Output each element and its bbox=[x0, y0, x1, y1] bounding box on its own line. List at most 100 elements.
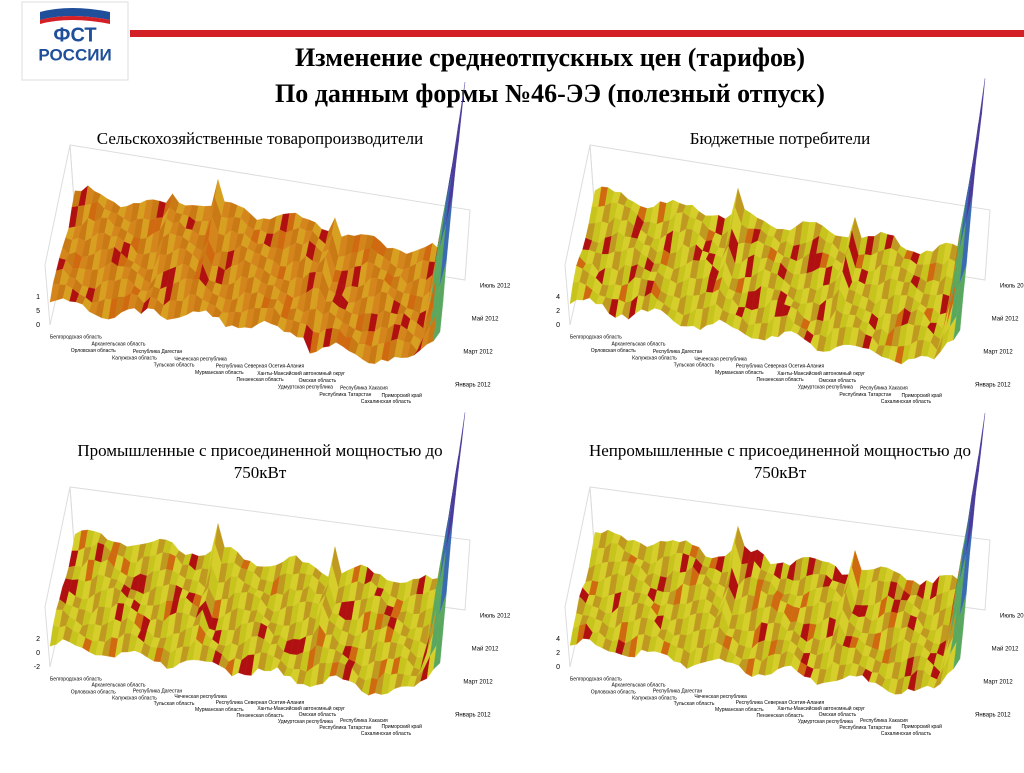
region-label: Орловская область bbox=[591, 348, 636, 354]
header-bar bbox=[130, 30, 1024, 37]
month-label: Июль 2012 bbox=[1000, 284, 1024, 290]
slide-title: По данным формы №46-ЭЭ (полезный отпуск) bbox=[275, 79, 825, 108]
region-label: Республика Хакасия bbox=[860, 718, 908, 724]
logo-flag bbox=[40, 16, 110, 24]
region-label: Мурманская область bbox=[715, 370, 764, 376]
panel: Промышленные с присоединенной мощностью … bbox=[34, 412, 511, 737]
region-label: Республика Северная Осетия-Алания bbox=[216, 700, 305, 706]
region-label: Удмуртская республика bbox=[798, 719, 853, 725]
month-label: Май 2012 bbox=[472, 316, 499, 323]
logo-text: РОССИИ bbox=[38, 45, 111, 64]
month-label: Июль 2012 bbox=[480, 284, 511, 290]
panel-title: Сельскохозяйственные товаропроизводители bbox=[97, 129, 423, 148]
slide-title: Изменение среднеотпускных цен (тарифов) bbox=[295, 43, 805, 72]
z-tick-label: 0 bbox=[36, 322, 40, 329]
region-label: Удмуртская республика bbox=[798, 385, 853, 391]
region-label: Омская область bbox=[299, 378, 337, 384]
region-label: Пензенская область bbox=[236, 713, 283, 719]
logo-flag bbox=[40, 8, 110, 20]
region-label: Республика Хакасия bbox=[340, 386, 388, 392]
region-label: Тульская область bbox=[154, 363, 195, 369]
month-label: Январь 2012 bbox=[455, 713, 491, 719]
region-label: Орловская область bbox=[71, 348, 116, 354]
region-label: Орловская область bbox=[71, 689, 116, 695]
region-label: Белгородская область bbox=[570, 334, 622, 340]
region-label: Республика Северная Осетия-Алания bbox=[736, 700, 825, 706]
region-label: Мурманская область bbox=[195, 370, 244, 376]
month-label: Март 2012 bbox=[983, 350, 1013, 356]
region-label: Ханты-Мансийский автономный округ bbox=[257, 705, 345, 712]
region-label: Калужская область bbox=[632, 695, 677, 701]
region-label: Калужская область bbox=[112, 695, 157, 701]
region-label: Чеченская республика bbox=[174, 694, 227, 700]
region-label: Пензенская область bbox=[756, 377, 803, 383]
region-label: Сахалинская область bbox=[361, 399, 412, 405]
surface-cell bbox=[953, 296, 964, 341]
panel-title: Промышленные с присоединенной мощностью … bbox=[77, 441, 442, 482]
surface-cell bbox=[953, 629, 964, 669]
region-label: Чеченская республика bbox=[174, 356, 227, 362]
region-label: Белгородская область bbox=[50, 676, 102, 682]
region-label: Тульская область bbox=[674, 701, 715, 707]
z-tick-label: 1 bbox=[36, 294, 40, 301]
region-label: Республика Дагестан bbox=[133, 349, 183, 355]
region-label: Ханты-Мансийский автономный округ bbox=[257, 370, 345, 377]
z-tick-label: 2 bbox=[36, 636, 40, 643]
month-label: Май 2012 bbox=[472, 646, 499, 653]
region-label: Архангельская область bbox=[91, 342, 145, 348]
region-label: Сахалинская область bbox=[361, 731, 412, 737]
region-label: Удмуртская республика bbox=[278, 385, 333, 391]
z-tick-label: 2 bbox=[556, 650, 560, 657]
region-label: Белгородская область bbox=[50, 334, 102, 340]
region-label: Чеченская республика bbox=[694, 356, 747, 362]
z-tick-label: 2 bbox=[556, 308, 560, 315]
region-label: Республика Дагестан bbox=[133, 688, 183, 694]
month-label: Май 2012 bbox=[992, 316, 1019, 323]
z-tick-label: 0 bbox=[556, 322, 560, 329]
month-label: Январь 2012 bbox=[455, 383, 491, 389]
panel-title: Непромышленные с присоединенной мощность… bbox=[589, 441, 971, 482]
region-label: Тульская область bbox=[674, 363, 715, 369]
z-tick-label: 5 bbox=[36, 308, 40, 315]
z-tick-label: 0 bbox=[36, 650, 40, 657]
region-label: Сахалинская область bbox=[881, 399, 932, 405]
surface-cell bbox=[433, 300, 444, 342]
region-label: Омская область bbox=[819, 712, 857, 718]
region-label: Архангельская область bbox=[611, 682, 665, 688]
region-label: Калужская область bbox=[112, 355, 157, 361]
region-label: Республика Татарстан bbox=[839, 725, 891, 731]
region-label: Пензенская область bbox=[756, 713, 803, 719]
month-label: Май 2012 bbox=[992, 646, 1019, 653]
region-label: Республика Северная Осетия-Алания bbox=[216, 364, 305, 370]
region-label: Республика Татарстан bbox=[319, 392, 371, 398]
region-label: Пензенская область bbox=[236, 377, 283, 383]
region-label: Мурманская область bbox=[195, 707, 244, 713]
panel: Непромышленные с присоединенной мощность… bbox=[556, 413, 1024, 737]
region-label: Республика Хакасия bbox=[340, 718, 388, 724]
panel: Бюджетные потребители 0 2 4 Белгородская обл… bbox=[556, 78, 1024, 405]
region-label: Архангельская область bbox=[611, 342, 665, 348]
region-label: Орловская область bbox=[591, 689, 636, 695]
z-tick-label: -2 bbox=[34, 664, 40, 671]
region-label: Республика Хакасия bbox=[860, 386, 908, 392]
region-label: Приморский край bbox=[902, 723, 943, 730]
month-label: Июль 2012 bbox=[480, 614, 511, 620]
panel-title: Бюджетные потребители bbox=[690, 129, 870, 148]
z-tick-label: 0 bbox=[556, 664, 560, 671]
region-label: Тульская область bbox=[154, 701, 195, 707]
region-label: Республика Дагестан bbox=[653, 349, 703, 355]
region-label: Сахалинская область bbox=[881, 731, 932, 737]
surface-cell bbox=[433, 629, 444, 670]
region-label: Ханты-Мансийский автономный округ bbox=[777, 705, 865, 712]
region-label: Республика Северная Осетия-Алания bbox=[736, 364, 825, 370]
region-label: Республика Татарстан bbox=[839, 392, 891, 398]
region-label: Приморский край bbox=[382, 392, 423, 399]
z-tick-label: 4 bbox=[556, 636, 560, 643]
region-label: Удмуртская республика bbox=[278, 719, 333, 725]
region-label: Ханты-Мансийский автономный округ bbox=[777, 370, 865, 377]
region-label: Мурманская область bbox=[715, 707, 764, 713]
month-label: Январь 2012 bbox=[975, 383, 1011, 389]
logo-text: ФСТ bbox=[53, 24, 96, 46]
region-label: Приморский край bbox=[902, 392, 943, 399]
